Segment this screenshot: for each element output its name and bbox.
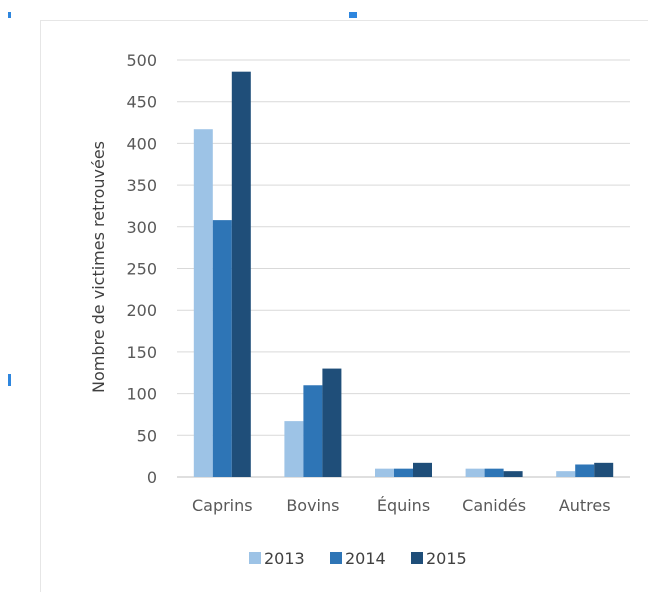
x-tick-label: Équins	[377, 496, 430, 515]
frame-left-border	[40, 20, 41, 592]
x-tick-label: Bovins	[286, 496, 339, 515]
y-tick-label: 450	[126, 93, 157, 112]
bar-équins-2015	[413, 462, 432, 477]
bar-canidés-2014	[484, 468, 504, 477]
x-tick-label: Canidés	[462, 496, 526, 515]
bar-canidés-2013	[465, 468, 485, 477]
bar-caprins-2013	[193, 129, 213, 478]
bar-équins-2013	[375, 468, 394, 477]
y-axis-title: Nombre de victimes retrouvées	[89, 141, 108, 393]
bar-autres-2015	[594, 462, 614, 477]
y-tick-label: 350	[126, 176, 157, 195]
bar-autres-2013	[556, 471, 576, 477]
legend-swatch	[411, 552, 423, 564]
x-tick-label: Caprins	[192, 496, 253, 515]
y-tick-label: 150	[126, 343, 157, 362]
legend-label: 2015	[426, 549, 467, 568]
y-tick-label: 400	[126, 134, 157, 153]
bar-autres-2014	[575, 464, 595, 477]
bar-caprins-2015	[231, 71, 251, 478]
bar-caprins-2014	[212, 220, 232, 478]
edge-mark-left	[8, 374, 11, 386]
edge-mark-top	[349, 12, 357, 18]
y-tick-label: 100	[126, 385, 157, 404]
legend: 2013 2014 2015	[249, 549, 467, 568]
x-tick-label: Autres	[559, 496, 611, 515]
y-tick-label: 250	[126, 260, 157, 279]
bar-bovins-2014	[303, 385, 323, 477]
y-tick-label: 300	[126, 218, 157, 237]
frame-top-border	[40, 20, 648, 21]
bar-canidés-2015	[503, 471, 523, 477]
bar-bovins-2013	[284, 421, 304, 477]
legend-swatch	[249, 552, 261, 564]
y-tick-label: 500	[126, 51, 157, 70]
y-tick-label: 200	[126, 301, 157, 320]
bar-bovins-2015	[322, 368, 342, 477]
legend-label: 2014	[345, 549, 386, 568]
bars	[193, 71, 614, 478]
y-tick-label: 0	[147, 468, 157, 487]
bar-équins-2014	[394, 468, 413, 477]
legend-label: 2013	[264, 549, 305, 568]
y-tick-labels: 0 50 100 150 200 250 300 350 400 450 500	[126, 51, 157, 487]
x-tick-labels: Caprins Bovins Équins Canidés Autres	[192, 496, 611, 515]
edge-mark-top-left	[8, 12, 11, 18]
legend-swatch	[330, 552, 342, 564]
y-tick-label: 50	[137, 426, 157, 445]
